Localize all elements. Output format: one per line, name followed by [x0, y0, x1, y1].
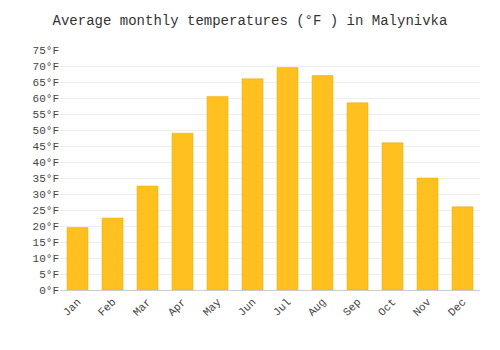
- svg-text:Nov: Nov: [411, 296, 434, 319]
- svg-text:25°F: 25°F: [33, 205, 59, 217]
- svg-text:35°F: 35°F: [33, 173, 59, 185]
- svg-text:May: May: [201, 296, 224, 319]
- svg-text:Jul: Jul: [271, 296, 293, 318]
- svg-text:75°F: 75°F: [33, 45, 59, 57]
- svg-text:0°F: 0°F: [39, 285, 59, 297]
- svg-text:20°F: 20°F: [33, 221, 59, 233]
- svg-text:Sep: Sep: [341, 296, 363, 318]
- svg-text:Feb: Feb: [96, 296, 118, 318]
- svg-text:10°F: 10°F: [33, 253, 59, 265]
- svg-text:55°F: 55°F: [33, 109, 59, 121]
- svg-text:Apr: Apr: [166, 296, 188, 318]
- svg-text:Jan: Jan: [61, 296, 83, 318]
- svg-text:Oct: Oct: [376, 296, 398, 318]
- svg-text:Mar: Mar: [131, 296, 153, 318]
- svg-text:30°F: 30°F: [33, 189, 59, 201]
- svg-text:Aug: Aug: [306, 296, 328, 318]
- svg-text:65°F: 65°F: [33, 77, 59, 89]
- svg-text:45°F: 45°F: [33, 141, 59, 153]
- svg-text:Average monthly temperatures (: Average monthly temperatures (°F ) in Ma…: [53, 13, 448, 29]
- svg-text:15°F: 15°F: [33, 237, 59, 249]
- svg-text:5°F: 5°F: [39, 269, 59, 281]
- svg-text:70°F: 70°F: [33, 61, 59, 73]
- svg-text:40°F: 40°F: [33, 157, 59, 169]
- svg-text:50°F: 50°F: [33, 125, 59, 137]
- svg-text:60°F: 60°F: [33, 93, 59, 105]
- svg-text:Dec: Dec: [446, 296, 468, 318]
- svg-text:Jun: Jun: [236, 296, 258, 318]
